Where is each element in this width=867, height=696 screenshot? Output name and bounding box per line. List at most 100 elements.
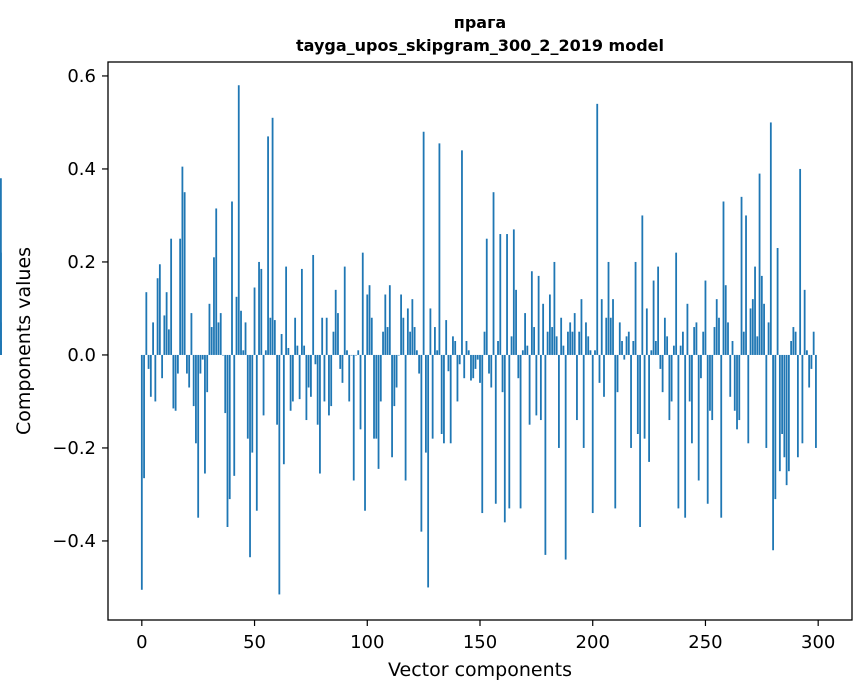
- bar: [201, 354, 204, 360]
- bar: [296, 345, 299, 355]
- bar: [774, 354, 777, 500]
- bar: [650, 350, 653, 355]
- bar: [562, 345, 565, 355]
- y-tick-label: 0.0: [67, 345, 96, 366]
- bar: [709, 354, 711, 411]
- bar: [812, 331, 815, 355]
- bar: [625, 336, 628, 355]
- bar: [298, 354, 301, 400]
- bar: [542, 303, 545, 355]
- bar: [657, 266, 660, 355]
- bar: [384, 294, 387, 355]
- bar: [395, 354, 398, 388]
- bar: [253, 287, 256, 355]
- bar: [382, 331, 384, 355]
- bar: [237, 85, 240, 355]
- bar: [715, 299, 718, 355]
- bar: [375, 354, 378, 439]
- bar: [391, 354, 393, 458]
- bar: [149, 354, 152, 397]
- bar: [526, 345, 529, 355]
- bar: [769, 122, 772, 355]
- bar: [659, 354, 662, 369]
- bar: [742, 331, 745, 355]
- bar: [749, 308, 752, 355]
- bar: [352, 354, 355, 481]
- bar: [420, 354, 423, 532]
- bar: [585, 322, 587, 355]
- bar: [339, 354, 342, 369]
- bar: [361, 252, 364, 355]
- bar: [569, 322, 572, 355]
- bar: [785, 354, 788, 486]
- bar: [517, 354, 520, 379]
- bar: [558, 354, 560, 448]
- bar: [600, 299, 603, 355]
- bar: [213, 257, 215, 355]
- bar: [262, 354, 265, 416]
- bar: [140, 354, 143, 590]
- bar: [718, 317, 720, 355]
- bar: [639, 354, 641, 527]
- bar: [790, 341, 793, 355]
- bar: [591, 354, 594, 514]
- bar: [364, 354, 366, 511]
- bar: [377, 354, 380, 469]
- bar: [503, 354, 506, 523]
- bar: [630, 354, 632, 448]
- bar: [282, 354, 285, 465]
- bar: [271, 117, 274, 355]
- bar: [300, 268, 303, 355]
- bar: [278, 354, 281, 595]
- bar: [359, 354, 362, 430]
- bar: [233, 354, 236, 476]
- bar: [661, 354, 664, 393]
- bar: [260, 268, 263, 355]
- bar: [456, 354, 459, 402]
- bar: [571, 331, 574, 355]
- x-axis-ticks: 0 50 100 150 200 250 300: [136, 620, 835, 653]
- bar: [244, 322, 247, 355]
- bar: [794, 331, 797, 355]
- bar: [406, 308, 409, 355]
- bar: [508, 354, 511, 509]
- x-tick-label: 300: [801, 632, 835, 653]
- bar: [492, 192, 495, 355]
- bar: [170, 238, 173, 355]
- bar: [409, 331, 412, 355]
- bar: [684, 354, 687, 518]
- bar: [564, 354, 567, 560]
- bar: [670, 354, 673, 402]
- bar: [152, 322, 154, 355]
- bar: [783, 354, 786, 458]
- bar: [154, 354, 157, 402]
- bar: [388, 285, 391, 355]
- bar: [772, 354, 774, 551]
- bar: [461, 150, 463, 355]
- x-tick-label: 250: [688, 632, 722, 653]
- bar: [810, 354, 813, 369]
- bar: [806, 350, 808, 355]
- bar: [609, 317, 612, 355]
- bar: [167, 329, 170, 355]
- bar: [183, 192, 186, 355]
- bar: [267, 136, 269, 355]
- x-tick-label: 100: [350, 632, 384, 653]
- bar: [370, 317, 373, 355]
- bar: [580, 299, 583, 355]
- bar: [551, 327, 554, 355]
- bar: [165, 292, 168, 355]
- y-tick-label: −0.4: [52, 531, 96, 552]
- bar: [760, 275, 763, 355]
- bar: [319, 354, 321, 474]
- bar: [350, 354, 353, 356]
- bar: [147, 354, 150, 369]
- y-tick-label: 0.2: [67, 252, 96, 273]
- bar: [713, 327, 716, 355]
- bar: [431, 354, 434, 439]
- bar: [434, 327, 436, 355]
- y-axis-label: Components values: [13, 247, 35, 435]
- bar: [801, 354, 804, 444]
- bar: [465, 341, 468, 355]
